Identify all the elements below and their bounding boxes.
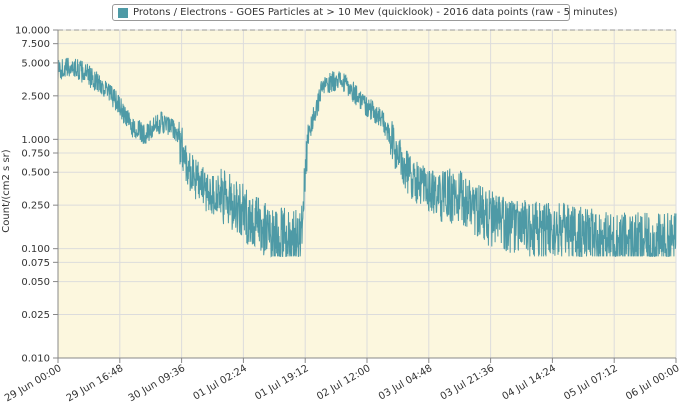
y-tick-labels: 10.000 7.500 5.000 2.500 1.000 0.750 0.500 0.25…: [15, 26, 50, 365]
y-tick-label: 0.025: [21, 310, 50, 321]
x-tick-label: 29 Jun 00:00: [3, 363, 64, 404]
y-tick-label: 1.000: [21, 135, 50, 146]
y-tick-label: 0.500: [21, 168, 50, 179]
y-tick-label: 0.010: [21, 354, 50, 365]
legend-swatch: [118, 7, 128, 18]
x-tick-label: 02 Jul 12:00: [315, 363, 372, 403]
y-tick-label: 0.050: [21, 277, 50, 288]
x-tick-label: 03 Jul 21:36: [439, 363, 496, 403]
series-line: [57, 57, 677, 258]
series-group: [57, 57, 677, 258]
x-tick-label: 01 Jul 02:24: [191, 363, 248, 403]
x-tick-label: 05 Jul 07:12: [562, 363, 619, 403]
y-tick-label: 10.000: [15, 26, 50, 37]
y-tick-label: 2.500: [21, 91, 50, 102]
y-tick-label: 0.250: [21, 201, 50, 212]
y-tick-label: 7.500: [21, 39, 50, 50]
axes: [53, 29, 677, 363]
y-tick-label: 5.000: [21, 58, 50, 69]
y-tick-label: 0.100: [21, 244, 50, 255]
legend-label: Protons / Electrons - GOES Particles at …: [133, 7, 618, 18]
legend[interactable]: Protons / Electrons - GOES Particles at …: [112, 4, 618, 21]
x-tick-label: 01 Jul 19:12: [253, 363, 310, 403]
x-tick-label: 03 Jul 04:48: [377, 363, 434, 403]
x-tick-label: 06 Jul 00:00: [624, 363, 681, 403]
x-tick-labels: 29 Jun 00:00 29 Jun 16:48 30 Jun 09:36 01 J…: [3, 363, 682, 404]
x-tick-label: 30 Jun 09:36: [127, 363, 188, 404]
y-tick-label: 0.075: [21, 258, 50, 269]
y-tick-label: 0.750: [21, 148, 50, 159]
y-axis-label: Count/(cm2 s sr): [1, 149, 12, 233]
x-tick-label: 04 Jul 14:24: [500, 363, 557, 403]
x-tick-label: 29 Jun 16:48: [65, 363, 126, 404]
